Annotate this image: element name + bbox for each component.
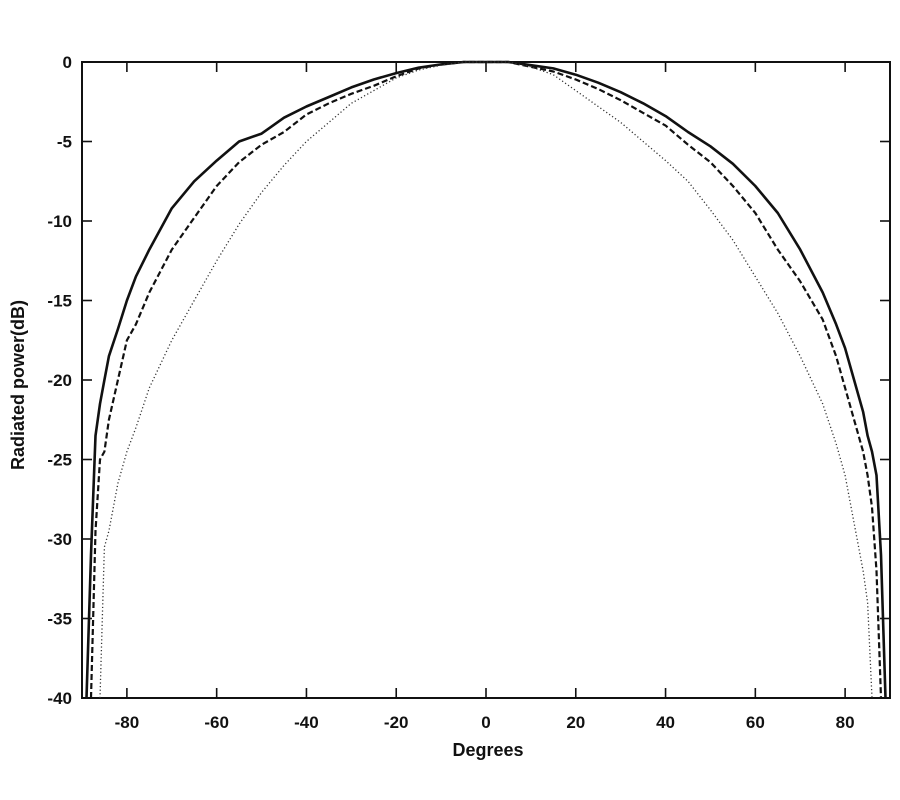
y-tick-label: -40 bbox=[47, 689, 72, 708]
y-tick-label: -10 bbox=[47, 212, 72, 231]
y-tick-label: -15 bbox=[47, 292, 72, 311]
x-tick-label: 40 bbox=[656, 713, 675, 732]
plot-frame bbox=[81, 61, 891, 699]
y-tick-label: -5 bbox=[57, 133, 72, 152]
x-tick-label: 80 bbox=[836, 713, 855, 732]
axis-ticks bbox=[82, 61, 890, 699]
x-tick-label: -40 bbox=[294, 713, 319, 732]
series-lines bbox=[85, 60, 887, 699]
x-tick-label: 20 bbox=[566, 713, 585, 732]
series-line-dotted bbox=[99, 61, 873, 699]
axis-tick-labels: -80 -60 -40 -20 0 20 40 60 80 0 -5 -10 -15 -20 -25 -30 -… bbox=[47, 53, 854, 732]
y-tick-label: -30 bbox=[47, 530, 72, 549]
x-tick-label: 60 bbox=[746, 713, 765, 732]
series-line-solid bbox=[85, 60, 887, 699]
x-tick-label: 0 bbox=[481, 713, 490, 732]
x-tick-label: -20 bbox=[384, 713, 409, 732]
x-tick-label: -60 bbox=[204, 713, 229, 732]
y-tick-label: -20 bbox=[47, 371, 72, 390]
y-tick-label: 0 bbox=[63, 53, 72, 72]
x-tick-label: -80 bbox=[115, 713, 140, 732]
x-axis-title: Degrees bbox=[452, 740, 523, 760]
y-axis-title: Radiated power(dB) bbox=[8, 300, 28, 470]
series-line-dashed bbox=[89, 60, 883, 699]
y-tick-label: -35 bbox=[47, 610, 72, 629]
y-tick-label: -25 bbox=[47, 451, 72, 470]
